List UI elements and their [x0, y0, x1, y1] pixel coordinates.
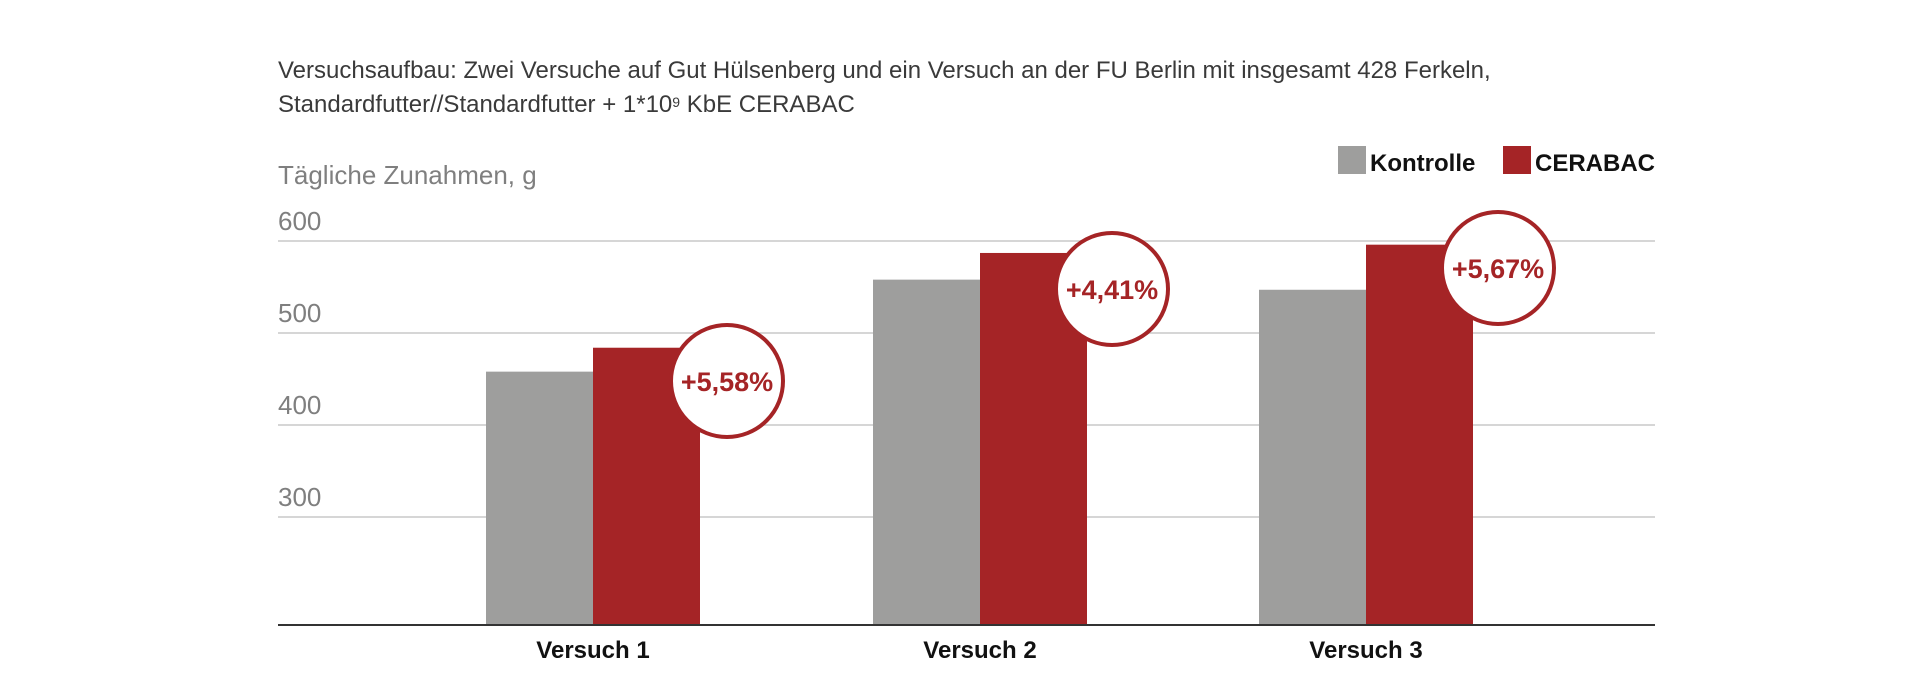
y-axis-label: Tägliche Zunahmen, g: [278, 160, 537, 190]
caption-line-2-prefix: Standardfutter//Standardfutter + 1*10: [278, 91, 673, 118]
legend-label-cerabac: CERABAC: [1535, 150, 1655, 177]
bar-cerabac-3: [1366, 244, 1473, 625]
legend-label-kontrolle: Kontrolle: [1370, 150, 1475, 177]
x-tick-2: Versuch 2: [923, 637, 1036, 664]
percent-badge-label-3: +5,67%: [1452, 254, 1544, 284]
chart-caption: Versuchsaufbau: Zwei Versuche auf Gut Hü…: [278, 54, 1491, 122]
x-tick-labels: Versuch 1 Versuch 2 Versuch 3: [536, 637, 1422, 664]
caption-exponent: 9: [672, 94, 681, 110]
x-tick-1: Versuch 1: [536, 637, 649, 664]
percent-badge-circle-2: [1054, 231, 1170, 347]
caption-line-2-suffix: KbE CERABAC: [680, 91, 855, 118]
legend-swatch-kontrolle: [1338, 146, 1366, 174]
bar-kontrolle-2: [873, 279, 980, 625]
percent-badge-circle-3: [1440, 210, 1556, 326]
percent-badge-label-1: +5,58%: [681, 367, 773, 397]
percent-badges: +5,58% +4,41% +5,67%: [669, 210, 1556, 439]
legend: Kontrolle CERABAC: [1338, 146, 1655, 177]
caption-line-2: Standardfutter//Standardfutter + 1*109 K…: [278, 88, 1491, 122]
y-tick-400: 400: [278, 390, 321, 420]
y-tick-500: 500: [278, 298, 321, 328]
y-tick-labels: 300 400 500 600: [278, 206, 321, 512]
percent-badge-circle-1: [669, 323, 785, 439]
bar-kontrolle-1: [486, 371, 593, 625]
bars: [486, 244, 1473, 625]
y-tick-600: 600: [278, 206, 321, 236]
caption-line-1: Versuchsaufbau: Zwei Versuche auf Gut Hü…: [278, 57, 1491, 84]
x-tick-3: Versuch 3: [1309, 637, 1422, 664]
bar-kontrolle-3: [1259, 289, 1366, 625]
legend-swatch-cerabac: [1503, 146, 1531, 174]
percent-badge-label-2: +4,41%: [1066, 275, 1158, 305]
y-tick-300: 300: [278, 482, 321, 512]
